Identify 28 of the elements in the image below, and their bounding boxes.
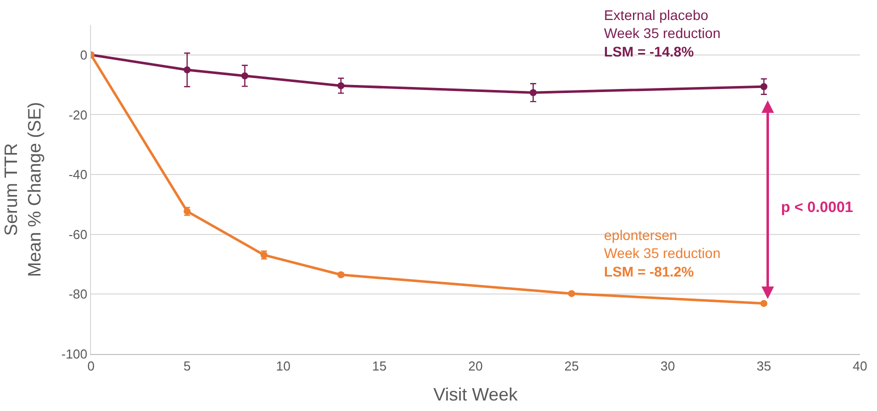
annotation: LSM = -14.8%: [604, 43, 694, 60]
text: External placebo: [604, 7, 709, 23]
point: [337, 82, 344, 90]
x-tick-label: 25: [564, 358, 579, 374]
annotation: Week 35 reduction: [604, 25, 720, 42]
x-tick-label: 40: [852, 358, 868, 374]
point: [760, 83, 768, 90]
y-tick-label: -80: [68, 286, 88, 302]
x-tick-label: 20: [468, 358, 483, 374]
annotation: Week 35 reduction: [604, 245, 720, 262]
y-tick-label: -20: [68, 107, 88, 122]
x-tick-label: 10: [276, 358, 290, 374]
x-tick-label: 15: [372, 358, 387, 374]
x-tick-label: 35: [756, 358, 772, 374]
point: [241, 72, 248, 80]
y-tick-label: -40: [68, 167, 88, 182]
y-tick-label: -100: [61, 346, 88, 362]
y-axis-title: Serum TTR Mean % Change (SE): [1, 102, 45, 278]
point: [184, 66, 191, 74]
y-tick-label: 0: [80, 47, 88, 62]
y-tick-label: -60: [68, 226, 88, 242]
annotation: p < 0.0001: [781, 199, 854, 216]
x-tick-label: 5: [184, 358, 191, 374]
x-tick-label: 30: [660, 358, 675, 374]
text: eplontersen: [604, 227, 678, 243]
point: [530, 89, 537, 96]
annotation: LSM = -81.2%: [604, 263, 694, 280]
x-axis-title: Visit Week: [433, 384, 519, 405]
